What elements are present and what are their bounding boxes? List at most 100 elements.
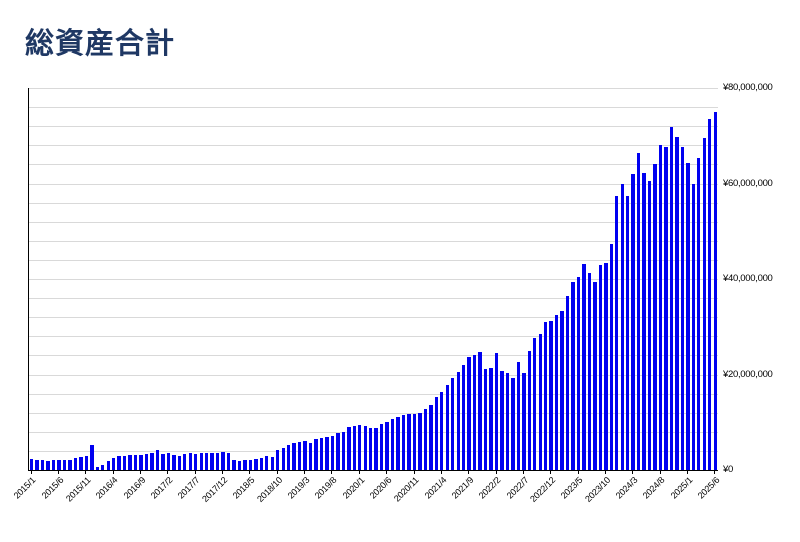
bar-2023/1 (554, 314, 559, 470)
x-axis-tick-label: 2022/2 (476, 475, 503, 501)
bar-2015/10 (79, 457, 83, 470)
bar-2015/5 (51, 459, 56, 470)
x-axis-tick-label: 2025/1 (668, 475, 695, 501)
x-axis-tick-mark (112, 471, 114, 474)
bar-2023/2 (560, 311, 564, 470)
gridline (29, 450, 718, 452)
bar-2015/3 (40, 460, 45, 470)
bar-2016/8 (133, 454, 138, 470)
bar-2019/9 (336, 433, 340, 470)
bar-2024/11 (675, 136, 679, 470)
bar-2023/11 (609, 244, 613, 470)
gridline (29, 259, 718, 261)
bar-2016/10 (144, 454, 149, 470)
bar-2022/3 (500, 371, 504, 470)
bar-2024/7 (653, 164, 657, 470)
x-axis-tick-label: 2018/10 (254, 475, 284, 505)
bar-2022/6 (516, 361, 521, 470)
bar-2016/11 (150, 452, 154, 470)
bar-2023/7 (587, 272, 592, 470)
bar-2017/12 (221, 451, 225, 470)
bar-2021/2 (429, 405, 433, 470)
bar-2024/9 (664, 146, 668, 470)
x-axis-tick-label: 2021/4 (422, 475, 448, 501)
bar-2022/4 (505, 372, 510, 470)
x-axis-tick-label: 2023/5 (558, 475, 585, 501)
bar-2021/1 (423, 409, 428, 470)
bar-2022/1 (489, 368, 493, 470)
x-axis-tick-mark (58, 471, 60, 474)
y-axis-tick-label: ¥60,000,000 (723, 177, 773, 189)
gridline (29, 126, 718, 128)
bar-2016/5 (117, 456, 121, 470)
bar-2015/12 (90, 444, 94, 470)
x-axis-tick-mark (222, 471, 224, 474)
x-axis-tick-mark (413, 471, 415, 474)
bar-2017/10 (210, 453, 214, 470)
bar-2020/1 (358, 425, 362, 470)
x-axis-tick-mark (714, 471, 716, 474)
bar-2017/7 (194, 453, 198, 470)
bar-2020/9 (401, 415, 406, 470)
bar-2015/1 (29, 459, 34, 470)
x-axis-tick-label: 2015/1 (12, 475, 38, 501)
x-axis-tick-label: 2015/6 (39, 475, 66, 501)
x-axis-tick-label: 2023/10 (582, 475, 612, 505)
bar-2019/3 (303, 440, 307, 470)
bar-2021/7 (456, 371, 460, 470)
x-axis-tick-mark (194, 471, 196, 474)
bar-2024/6 (647, 181, 652, 470)
x-axis-tick-mark (304, 471, 306, 474)
x-axis-tick-mark (167, 471, 169, 474)
bar-2015/11 (84, 456, 89, 470)
bar-2021/9 (467, 356, 471, 470)
x-axis-tick-mark (85, 471, 87, 474)
bar-2023/6 (582, 264, 586, 470)
bar-2015/6 (57, 459, 61, 470)
bar-2019/5 (314, 438, 318, 470)
x-axis-tick-label: 2017/7 (176, 475, 202, 501)
y-axis-labels: ¥0 ¥20,000,000 ¥40,000,000 ¥60,000,000 ¥80,0… (723, 82, 800, 475)
bar-2018/3 (237, 460, 242, 470)
x-axis-tick-mark (468, 471, 470, 474)
x-axis-tick-label: 2019/8 (312, 475, 339, 501)
bar-2016/12 (155, 449, 160, 470)
x-axis-tick-label: 2017/12 (200, 475, 230, 505)
x-axis-tick-label: 2020/6 (367, 475, 394, 501)
x-axis-tick-mark (331, 471, 333, 474)
x-axis-tick-mark (440, 471, 442, 474)
bar-2024/12 (680, 146, 685, 470)
bar-2015/4 (46, 460, 50, 470)
bar-2022/10 (538, 333, 542, 470)
bar-2024/2 (626, 195, 630, 470)
bar-2015/9 (73, 458, 78, 470)
bar-2017/8 (199, 452, 203, 470)
bar-2020/2 (363, 426, 367, 470)
bar-2018/10 (276, 449, 280, 470)
bar-2018/7 (259, 457, 264, 470)
bar-2024/8 (658, 144, 663, 470)
x-axis-tick-mark (140, 471, 142, 474)
bar-2016/3 (106, 460, 110, 470)
bar-2021/10 (472, 354, 477, 470)
gridline (29, 355, 718, 357)
bar-2025/3 (697, 158, 701, 470)
bar-2018/9 (270, 457, 274, 470)
bar-2018/8 (265, 456, 269, 470)
bar-2020/5 (379, 424, 384, 470)
bar-2023/5 (576, 276, 581, 470)
x-axis-tick-mark (577, 471, 579, 474)
bar-2021/6 (451, 377, 455, 470)
bar-2021/4 (440, 391, 444, 470)
x-axis-tick-mark (522, 471, 524, 474)
x-axis-tick-mark (249, 471, 251, 474)
bar-2021/12 (483, 369, 488, 470)
gridline (29, 240, 718, 242)
y-axis-tick-label: ¥0 (723, 464, 733, 475)
x-axis-tick-label: 2022/12 (528, 475, 558, 505)
bar-2024/5 (642, 173, 646, 470)
bar-2018/6 (254, 458, 258, 470)
bar-2017/9 (204, 452, 209, 470)
gridline (29, 145, 718, 147)
gridline (29, 374, 718, 376)
